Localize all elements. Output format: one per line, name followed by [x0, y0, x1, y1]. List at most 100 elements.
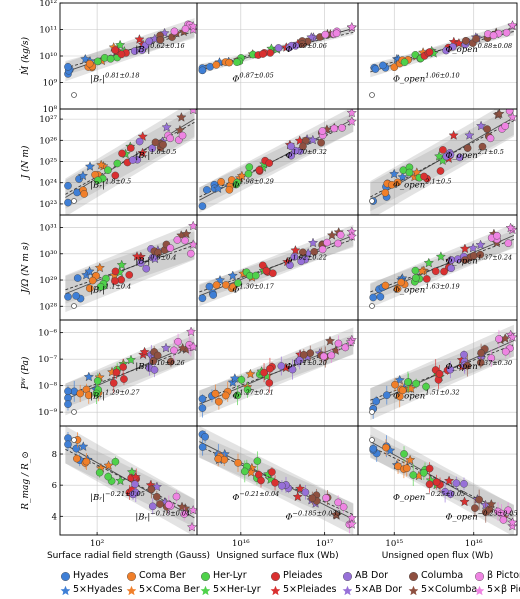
data-point-5×Her-Lyr — [115, 475, 126, 486]
data-point-β Pictoris — [504, 506, 512, 515]
fit-exponent-label: Φ1.02±0.22 — [286, 253, 327, 266]
data-point-Pleiades — [268, 468, 276, 476]
data-point-Pleiades — [117, 50, 126, 59]
data-point-5×β Pictoris — [507, 20, 517, 30]
data-point-Columba — [299, 248, 307, 257]
data-point-β Pictoris — [501, 122, 510, 130]
data-point-Coma Ber — [402, 464, 411, 473]
panel-r0-c0: |Bᵣ|0.81±0.18 |Bᵣ|0.62±0.16 10⁸ 10⁹ 10¹⁰ 10¹¹… — [39, 0, 198, 115]
circle-marker-icon — [61, 571, 70, 581]
x-tick-label: 10² — [90, 539, 104, 549]
fit-exponent-label: |Bᵣ|1.8±0.5 — [90, 177, 131, 190]
y-axis-label: Ṁ (kg/s) — [19, 37, 31, 76]
data-point-β Pictoris — [334, 498, 342, 507]
data-point-AB Dor — [286, 261, 294, 269]
data-point-Her-Lyr — [420, 468, 428, 477]
y-tick-label: 10²⁸ — [39, 302, 57, 312]
data-point-AB Dor — [287, 41, 296, 50]
data-point-β Pictoris — [166, 244, 175, 252]
legend-label: 5×Her-Lyr — [213, 584, 261, 595]
data-point-5×Pleiades — [290, 245, 301, 255]
data-point-AB Dor — [460, 350, 468, 359]
fit-exponent-label: Φ_open1.37±0.30 — [445, 359, 512, 372]
data-point-5×Hyades — [229, 373, 240, 383]
data-point-AB Dor — [460, 480, 468, 488]
data-point-AB Dor — [287, 151, 295, 160]
data-point-Pleiades — [111, 171, 120, 180]
y-tick-label: 10¹⁰ — [39, 52, 57, 62]
data-point-5×β Pictoris — [346, 231, 357, 241]
data-point-Columba — [471, 504, 479, 512]
data-point-5×Coma Ber — [96, 159, 107, 170]
data-point-Her-Lyr — [104, 472, 113, 481]
data-point-5×Pleiades — [459, 243, 470, 254]
data-point-Hyades — [64, 63, 72, 71]
data-point-5×Columba — [181, 228, 192, 239]
data-point-Columba — [300, 351, 308, 359]
data-point-5×AB Dor — [475, 239, 486, 250]
data-point-Coma Ber — [73, 454, 81, 463]
data-point-Her-Lyr — [96, 282, 105, 291]
data-point-β Pictoris — [181, 236, 189, 245]
y-tick-label: 10²⁷ — [39, 115, 57, 125]
y-tick-label: 6 — [52, 481, 57, 491]
data-point-AB Dor — [301, 488, 310, 497]
data-point-AB Dor — [295, 356, 304, 364]
reference-point — [71, 198, 77, 204]
reference-point — [71, 409, 77, 415]
y-tick-label: 10⁹ — [43, 79, 58, 89]
legend-label: 5×Columba — [421, 584, 478, 595]
data-point-Hyades — [64, 198, 72, 207]
fit-exponent-label: |Bᵣ|1.6±0.5 — [135, 148, 176, 161]
reference-point — [369, 437, 375, 443]
y-tick-label: 10²⁵ — [39, 158, 57, 168]
fit-exponent-label: Φ_open1.06±0.10 — [393, 71, 460, 84]
data-point-AB Dor — [142, 264, 151, 273]
data-point-Hyades — [369, 444, 377, 453]
data-point-β Pictoris — [495, 335, 503, 343]
legend-label: 5×Pleiades — [283, 584, 337, 595]
data-point-AB Dor — [297, 257, 305, 266]
data-point-Her-Lyr — [240, 467, 249, 476]
panel-plot-area — [358, 426, 517, 535]
data-point-5×Her-Lyr — [116, 259, 127, 270]
data-point-Coma Ber — [82, 457, 91, 466]
fit-exponent-label: Φ_open1.63±0.19 — [393, 283, 460, 296]
panel-plot-area — [60, 3, 197, 109]
data-point-Columba — [478, 142, 487, 151]
data-point-5×AB Dor — [150, 253, 161, 264]
data-point-AB Dor — [455, 153, 464, 162]
data-point-5×Hyades — [77, 170, 88, 181]
data-point-β Pictoris — [486, 134, 495, 143]
data-point-AB Dor — [137, 259, 145, 267]
data-point-Columba — [154, 248, 162, 257]
panel-r3-c0: |Bᵣ|1.29±0.27 |Bᵣ|1.10±0.26 10⁻⁹ 10⁻⁸ 10⁻⁷ 10… — [38, 319, 198, 427]
data-point-β Pictoris — [166, 134, 174, 143]
data-point-β Pictoris — [318, 127, 327, 135]
data-point-AB Dor — [129, 490, 137, 499]
data-point-5×β Pictoris — [507, 331, 517, 342]
data-point-Pleiades — [266, 364, 274, 373]
y-tick-label: 10²⁶ — [39, 136, 57, 146]
x-axis-label: Unsigned open flux (Wb) — [382, 551, 494, 561]
data-point-5×AB Dor — [307, 134, 318, 145]
y-tick-label: 10²⁹ — [39, 276, 57, 286]
data-point-AB Dor — [442, 46, 450, 55]
fit-line — [65, 244, 195, 291]
data-point-Hyades — [64, 387, 72, 396]
data-point-Hyades — [198, 443, 207, 451]
fit-exponent-label: Φ1.70±0.32 — [286, 148, 327, 161]
data-point-Her-Lyr — [92, 389, 101, 398]
legend-item: 5×Hyades — [60, 584, 122, 595]
circle-marker-icon — [201, 571, 210, 581]
legend-label: 5×β Pictoris — [487, 584, 520, 595]
data-point-Her-Lyr — [233, 391, 242, 400]
x-tick-label: 10¹⁷ — [316, 539, 334, 549]
data-point-Pleiades — [260, 368, 268, 377]
data-point-5×Pleiades — [130, 471, 141, 482]
data-point-β Pictoris — [172, 492, 181, 501]
fit-line — [370, 238, 515, 293]
panel-r2-c0: |Bᵣ|1.1±0.4 |Bᵣ|0.8±0.4 10²⁸ 10²⁹ 10³⁰ 10³¹ — [39, 214, 198, 321]
data-point-Pleiades — [265, 159, 274, 167]
data-point-AB Dor — [449, 43, 457, 51]
